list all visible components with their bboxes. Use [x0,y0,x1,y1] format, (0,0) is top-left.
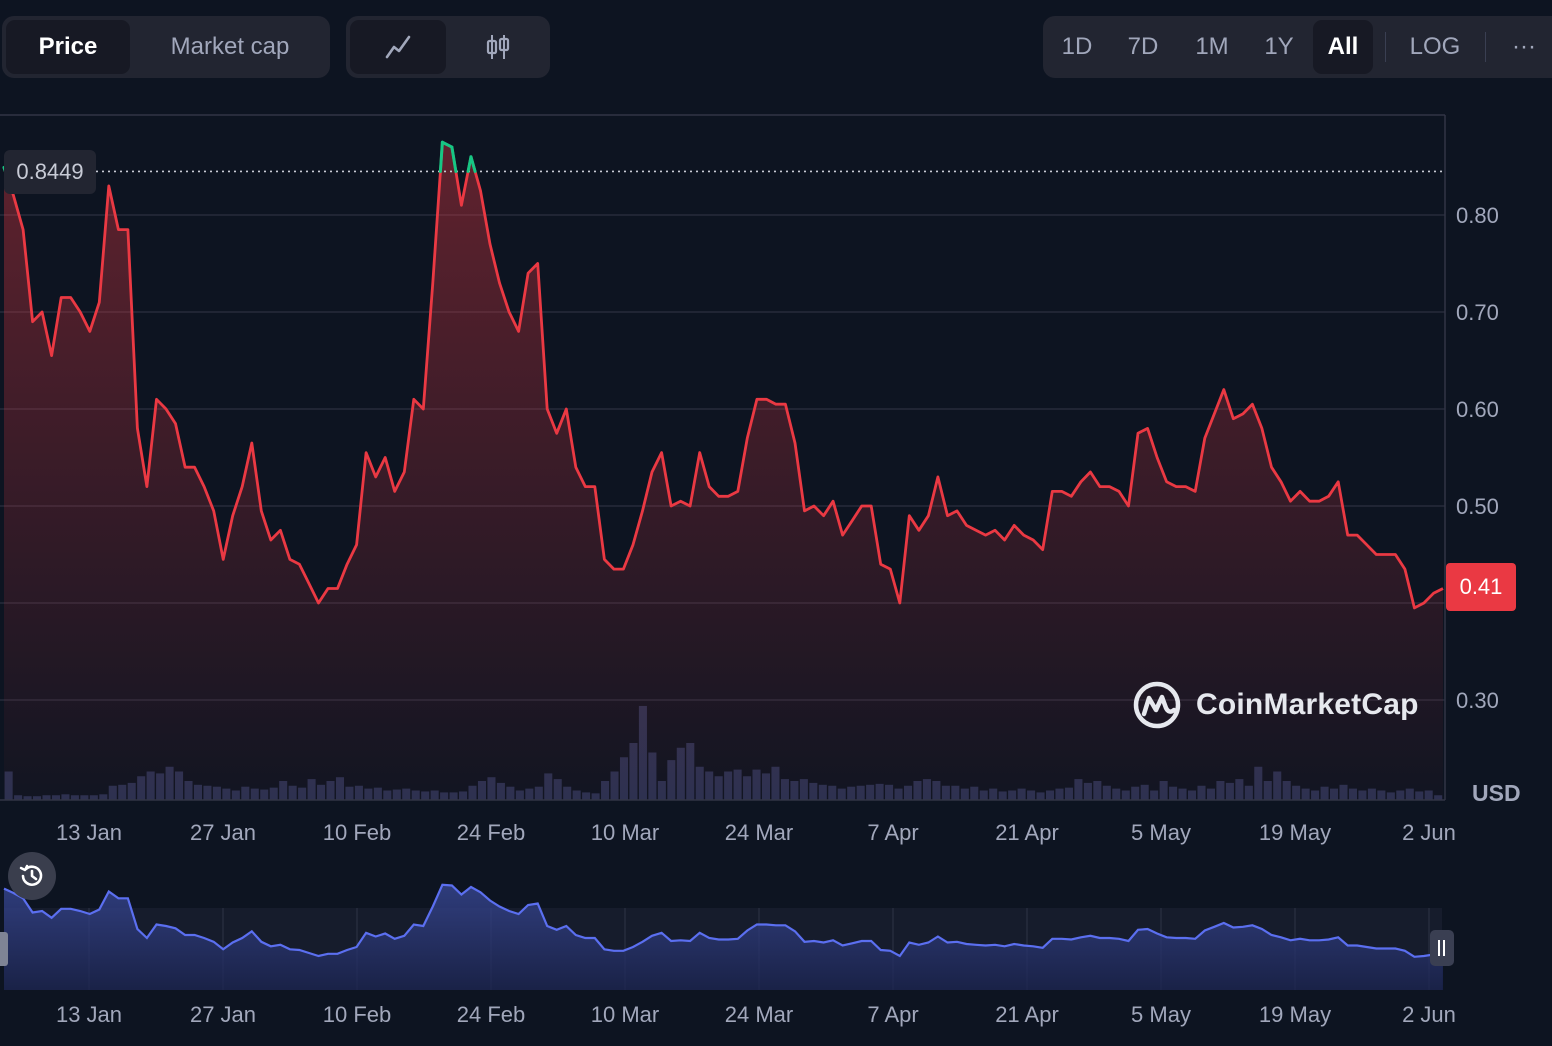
logo-text: CoinMarketCap [1196,688,1419,721]
coinmarketcap-logo-icon [1133,681,1181,729]
navigator-x-label: 13 Jan [56,1002,122,1027]
navigator-x-label: 24 Mar [725,1002,793,1027]
line-chart-button[interactable] [350,20,446,74]
history-button[interactable] [8,852,56,900]
history-icon [19,864,43,886]
price-up-segment [469,155,477,173]
y-axis-labels: 0.30 0.50 0.60 0.70 0.80 [1456,203,1499,713]
x-tick-label: 19 May [1259,820,1331,845]
navigator-x-label: 19 May [1259,1002,1331,1027]
navigator-x-label: 10 Mar [591,1002,659,1027]
x-tick-label: 10 Mar [591,820,659,845]
navigator-area [4,884,1443,990]
navigator-line [3,883,1444,958]
x-tick-label: 24 Feb [457,820,526,845]
price-marketcap-toggle: Price Market cap [2,16,330,78]
price-tab[interactable]: Price [6,20,130,74]
range-all[interactable]: All [1313,20,1373,74]
navigator-x-labels: 13 Jan 27 Jan 10 Feb 24 Feb 10 Mar 24 Mar 7 Ap… [56,1002,1456,1027]
navigator-x-label: 24 Feb [457,1002,526,1027]
y-tick-label: 0.70 [1456,300,1499,325]
y-tick-label: 0.50 [1456,494,1499,519]
x-tick-label: 10 Feb [323,820,392,845]
range-1m[interactable]: 1M [1195,33,1229,60]
x-tick-label: 7 Apr [867,820,918,845]
candlestick-icon [486,35,510,59]
price-up-segment [438,140,444,173]
navigator-x-label: 27 Jan [190,1002,256,1027]
navigator-x-label: 21 Apr [995,1002,1059,1027]
range-1d[interactable]: 1D [1061,33,1093,60]
x-tick-label: 27 Jan [190,820,256,845]
navigator-left-handle[interactable] [0,932,8,966]
coinmarketcap-logo: CoinMarketCap [1132,680,1419,730]
divider [1485,32,1486,62]
x-tick-label: 24 Mar [725,820,793,845]
y-tick-label: 0.80 [1456,203,1499,228]
more-options-button[interactable]: ··· [1512,33,1536,60]
range-1y[interactable]: 1Y [1264,33,1294,60]
x-tick-label: 5 May [1131,820,1191,845]
x-tick-label: 13 Jan [56,820,122,845]
navigator-right-handle[interactable] [1430,930,1454,966]
price-up-segment [440,140,454,149]
x-tick-label: 21 Apr [995,820,1059,845]
x-axis-labels: 13 Jan 27 Jan 10 Feb 24 Feb 10 Mar 24 Mar 7 Ap… [56,820,1456,845]
price-area [4,142,1443,801]
log-scale-toggle[interactable]: LOG [1409,33,1461,60]
market-cap-tab[interactable]: Market cap [170,33,290,60]
price-up-segment [450,145,458,173]
range-7d[interactable]: 7D [1127,33,1159,60]
y-tick-label: 0.30 [1456,688,1499,713]
current-price-badge: 0.41 [1446,563,1516,611]
high-price-label: 0.8449 [4,150,96,194]
candlestick-chart-button[interactable] [450,20,546,74]
navigator-x-label: 2 Jun [1402,1002,1456,1027]
y-tick-label: 0.60 [1456,397,1499,422]
chart-type-toggle [346,16,550,78]
navigator-x-label: 10 Feb [323,1002,392,1027]
price-line [2,140,1444,610]
time-range-toggle: 1D 7D 1M 1Y All LOG ··· [1043,16,1552,78]
divider [1385,32,1386,62]
range-navigator[interactable]: 13 Jan 27 Jan 10 Feb 24 Feb 10 Mar 24 Mar 7 Ap… [0,883,1456,1027]
currency-label: USD [1472,780,1521,806]
line-chart-icon [385,35,411,59]
navigator-x-label: 7 Apr [867,1002,918,1027]
navigator-x-label: 5 May [1131,1002,1191,1027]
x-tick-label: 2 Jun [1402,820,1456,845]
